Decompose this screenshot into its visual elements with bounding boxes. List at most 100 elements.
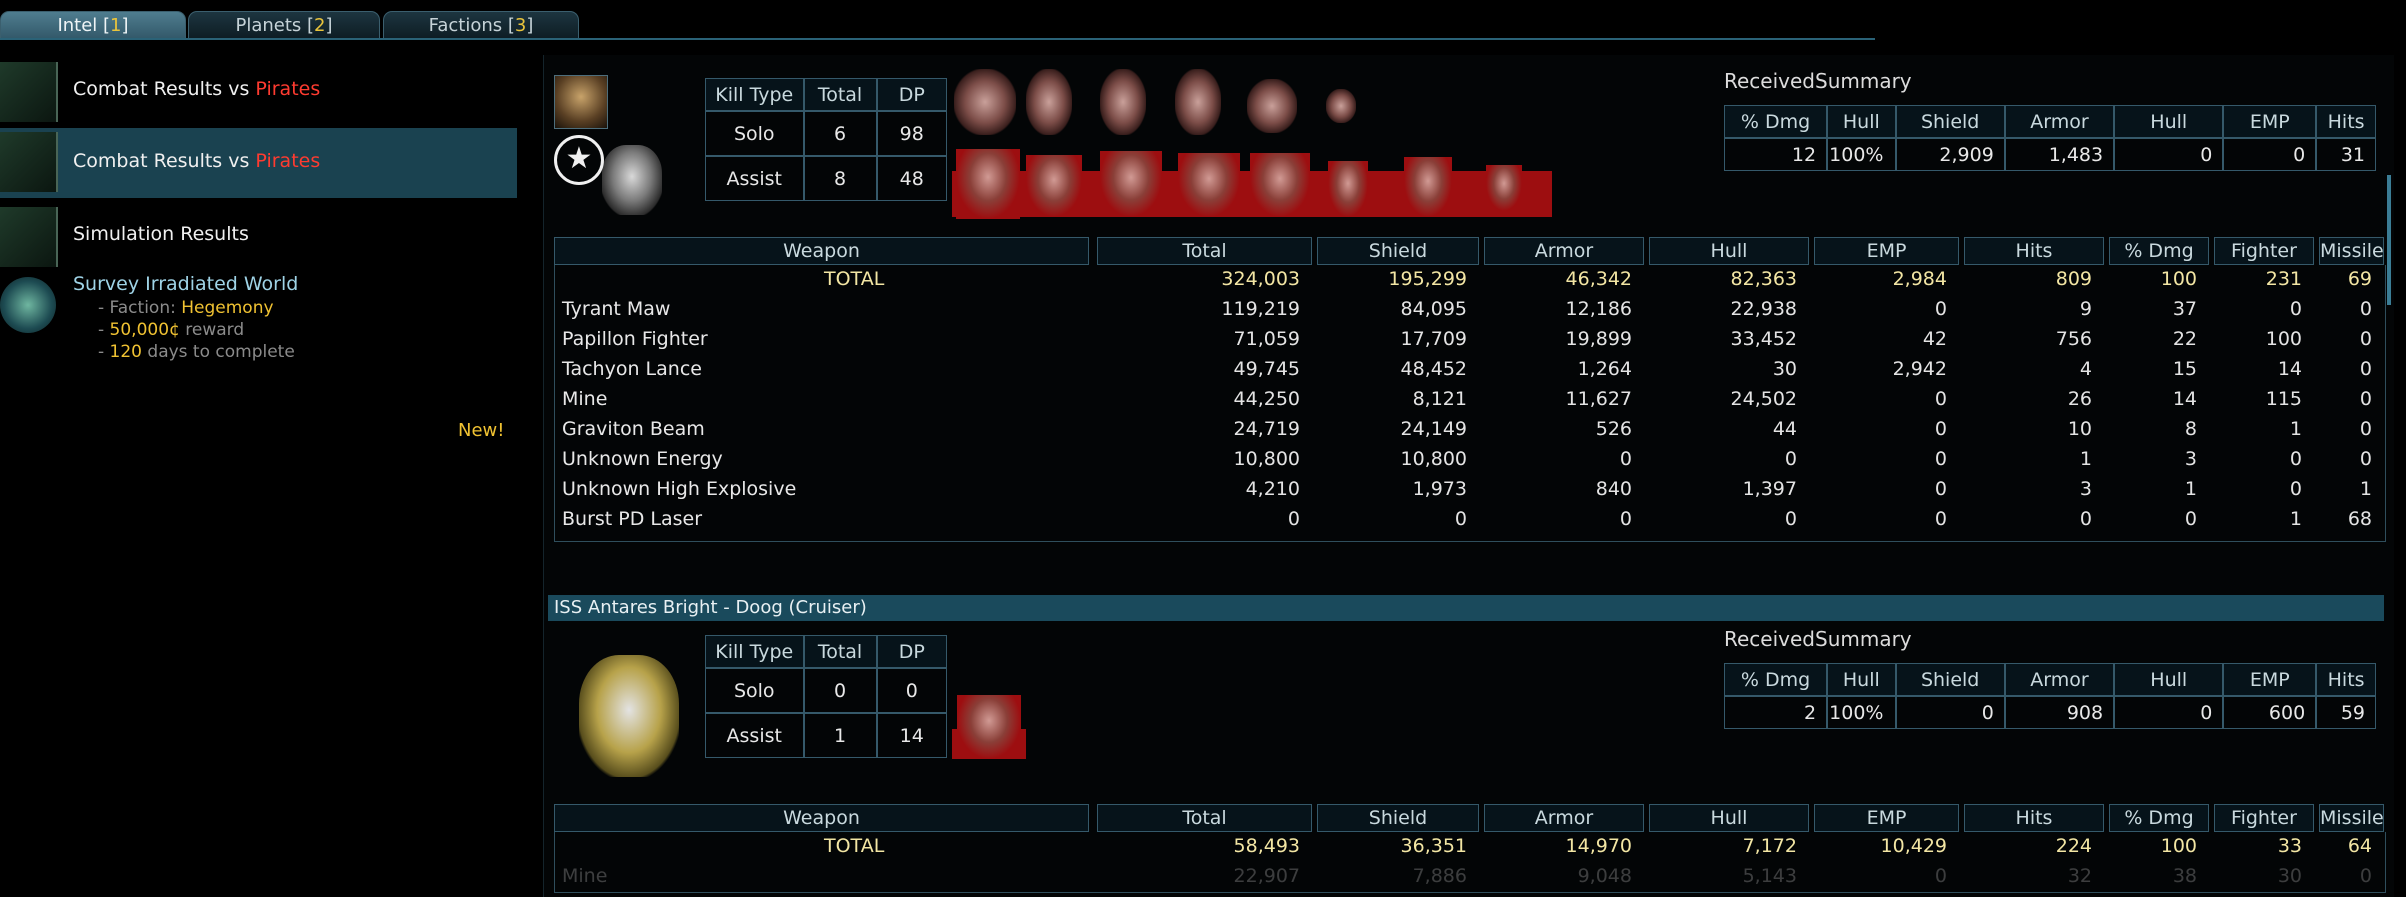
weapon-cell-missile: 1 (2359, 478, 2372, 500)
weapon-col-header-pct-dmg[interactable]: % Dmg (2109, 804, 2209, 832)
kill-total-header: Total (803, 78, 877, 111)
kill-table: Kill Type Total DP Solo 0 0 Assist 1 14 (705, 635, 947, 758)
weapon-col-header-weapon[interactable]: Weapon (554, 237, 1089, 265)
weapon-cell-hits: 1 (2079, 448, 2092, 470)
tab-intel[interactable]: Intel [1] (0, 11, 186, 38)
received-header: % Dmg (1724, 105, 1828, 138)
killed-ship-icon (1100, 151, 1162, 217)
weapon-cell-total: 324,003 (1221, 268, 1300, 290)
weapon-cell-armor: 14,970 (1565, 835, 1632, 857)
weapon-col-header-armor[interactable]: Armor (1484, 237, 1644, 265)
combat-results-icon (0, 62, 58, 122)
intel-item-simulation[interactable]: Simulation Results (0, 203, 517, 273)
weapon-cell-shield: 10,800 (1400, 448, 1467, 470)
table-row: Tyrant Maw 119,219 84,095 12,186 22,938 0 9 37 0… (554, 295, 2384, 325)
weapon-cell-total: 71,059 (1233, 328, 1300, 350)
intel-item-survey[interactable]: Survey Irradiated World - Faction: Hegem… (0, 273, 517, 473)
kill-total-cell: 8 (803, 156, 877, 201)
weapon-col-header-total[interactable]: Total (1097, 237, 1312, 265)
received-summary-table: % Dmg Hull Shield Armor Hull EMP Hits 12… (1724, 105, 2376, 171)
weapon-cell-emp: 2,984 (1892, 268, 1947, 290)
weapon-cell-hits: 9 (2079, 298, 2092, 320)
new-badge: New! (458, 420, 505, 441)
weapon-cell-hits: 756 (2055, 328, 2092, 350)
received-value: 31 (2316, 138, 2376, 171)
received-header: Armor (2004, 663, 2115, 696)
weapon-cell-armor: 526 (1595, 418, 1632, 440)
weapon-col-header-fighter[interactable]: Fighter (2214, 237, 2314, 265)
received-header: Hits (2316, 663, 2376, 696)
received-value: 2 (1724, 696, 1828, 729)
intel-faction: Pirates (255, 78, 321, 100)
weapon-cell-fighter: 1 (2289, 508, 2302, 530)
weapon-cell-hits: 3 (2079, 478, 2092, 500)
intel-item-combat-1[interactable]: Combat Results vs Pirates (0, 58, 517, 128)
weapon-cell-pct-dmg: 100 (2160, 835, 2197, 857)
received-value: 2,909 (1895, 138, 2005, 171)
kill-dp-cell: 14 (876, 713, 947, 758)
survey-days-label: days to complete (142, 342, 295, 362)
weapon-cell-fighter: 33 (2277, 835, 2302, 857)
weapon-col-header-fighter[interactable]: Fighter (2214, 804, 2314, 832)
survey-reward-value: 50,000¢ (109, 320, 180, 340)
intel-title-text: Combat Results vs (73, 150, 256, 172)
intel-item-title: Survey Irradiated World (73, 273, 299, 295)
weapon-cell-total: 58,493 (1233, 835, 1300, 857)
weapon-cell-missile: 0 (2359, 418, 2372, 440)
weapon-col-header-hull[interactable]: Hull (1649, 804, 1809, 832)
weapon-cell-hull: 7,172 (1742, 835, 1797, 857)
tab-planets[interactable]: Planets [2] (188, 11, 380, 38)
table-row: Mine 44,250 8,121 11,627 24,502 0 26 14 115 0 (554, 385, 2384, 415)
tab-intel-suffix: ] (121, 15, 129, 36)
weapon-cell-weapon: Tachyon Lance (562, 358, 702, 380)
kill-type-header: Kill Type (705, 635, 804, 668)
table-row: Mine 22,907 7,886 9,048 5,143 0 32 38 30 0 (554, 862, 2384, 892)
weapon-table-body (554, 832, 2386, 893)
kill-dp-cell: 48 (876, 156, 947, 201)
received-header: EMP (2223, 105, 2317, 138)
enemy-ship-icon (1100, 69, 1146, 135)
weapon-cell-shield: 195,299 (1388, 268, 1467, 290)
weapon-col-header-hull[interactable]: Hull (1649, 237, 1809, 265)
received-header: Hull (1827, 663, 1896, 696)
weapon-col-header-missile[interactable]: Missile (2319, 804, 2384, 832)
kill-total-cell: 1 (803, 713, 877, 758)
weapon-col-header-pct-dmg[interactable]: % Dmg (2109, 237, 2209, 265)
ship-section-1: ★ Kill Type Total DP Solo 6 98 Assist 8 … (544, 55, 2394, 542)
weapon-col-header-hits[interactable]: Hits (1964, 804, 2104, 832)
weapon-cell-hull: 30 (1772, 358, 1797, 380)
weapon-cell-armor: 19,899 (1565, 328, 1632, 350)
kill-type-cell: Solo (705, 668, 804, 713)
weapon-cell-pct-dmg: 14 (2172, 388, 2197, 410)
weapon-cell-emp: 0 (1934, 388, 1947, 410)
kill-type-header: Kill Type (705, 78, 804, 111)
table-row: Papillon Fighter 71,059 17,709 19,899 33,452… (554, 325, 2384, 355)
tab-factions[interactable]: Factions [3] (383, 11, 579, 38)
scrollbar[interactable] (2387, 175, 2391, 305)
killed-ship-icon (1404, 157, 1452, 217)
flagship-emblem-icon: ★ (554, 135, 604, 185)
weapon-cell-weapon: Tyrant Maw (562, 298, 671, 320)
weapon-col-header-emp[interactable]: EMP (1814, 237, 1959, 265)
weapon-cell-emp: 10,429 (1880, 835, 1947, 857)
weapon-col-header-shield[interactable]: Shield (1317, 804, 1479, 832)
weapon-cell-pct-dmg: 1 (2184, 478, 2197, 500)
weapon-cell-weapon: Graviton Beam (562, 418, 705, 440)
weapon-col-header-emp[interactable]: EMP (1814, 804, 1959, 832)
weapon-cell-shield: 36,351 (1400, 835, 1467, 857)
weapon-col-header-hits[interactable]: Hits (1964, 237, 2104, 265)
weapon-col-header-armor[interactable]: Armor (1484, 804, 1644, 832)
weapon-cell-armor: 0 (1619, 448, 1632, 470)
weapon-col-header-shield[interactable]: Shield (1317, 237, 1479, 265)
received-value: 908 (2004, 696, 2115, 729)
weapon-col-header-missile[interactable]: Missile (2319, 237, 2384, 265)
received-summary-label: ReceivedSummary (1724, 627, 1912, 651)
received-header: Shield (1895, 105, 2005, 138)
received-value: 0 (2114, 138, 2224, 171)
intel-item-combat-2[interactable]: Combat Results vs Pirates (0, 128, 517, 198)
weapon-col-header-weapon[interactable]: Weapon (554, 804, 1089, 832)
weapon-col-header-total[interactable]: Total (1097, 804, 1312, 832)
weapon-cell-hits: 809 (2055, 268, 2092, 290)
weapon-cell-total: 0 (1287, 508, 1300, 530)
officer-portrait (554, 75, 608, 129)
